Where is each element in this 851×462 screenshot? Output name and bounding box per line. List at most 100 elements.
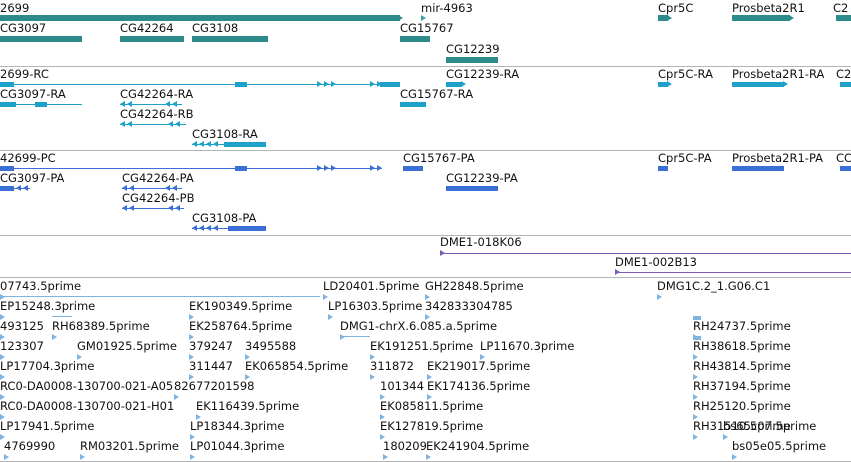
est-feature[interactable]	[425, 314, 430, 320]
est-feature[interactable]	[245, 374, 250, 380]
protein-label[interactable]: 42699-PC	[0, 151, 56, 165]
transcript-exon[interactable]	[120, 121, 125, 127]
est-feature[interactable]	[657, 294, 662, 300]
protein-segment[interactable]	[377, 165, 382, 171]
est-label[interactable]: 3495588	[245, 339, 297, 353]
protein-segment[interactable]	[165, 185, 170, 191]
est-label[interactable]: GM01925.5prime	[77, 339, 177, 353]
est-label[interactable]: 311872	[370, 359, 414, 373]
clone-span[interactable]	[440, 253, 851, 254]
transcript-label[interactable]: CG3108-RA	[192, 127, 258, 141]
protein-segment[interactable]	[213, 225, 218, 231]
transcript-label[interactable]: CG42264-RB	[120, 107, 194, 121]
est-feature[interactable]	[190, 434, 195, 440]
gene-label[interactable]: CG42264	[120, 21, 174, 35]
transcript-strand-arrow[interactable]	[667, 81, 672, 87]
transcript-intron[interactable]	[0, 84, 400, 85]
protein-segment[interactable]	[199, 225, 204, 231]
transcript-label[interactable]: CG15767-RA	[400, 87, 474, 101]
transcript-label[interactable]: CG42264-RA	[120, 87, 194, 101]
protein-segment[interactable]	[16, 185, 21, 191]
transcript-exon[interactable]	[446, 82, 462, 87]
est-label[interactable]: LP11670.3prime	[480, 339, 575, 353]
est-feature[interactable]	[189, 354, 194, 360]
gene-strand-arrow[interactable]	[789, 15, 794, 21]
transcript-exon[interactable]	[840, 82, 851, 87]
gene-strand-arrow[interactable]	[398, 15, 403, 21]
est-feature[interactable]	[189, 314, 194, 320]
gene-label[interactable]: 2699	[0, 1, 30, 15]
est-feature[interactable]	[383, 454, 388, 460]
transcript-exon[interactable]	[317, 81, 322, 87]
transcript-exon[interactable]	[168, 121, 173, 127]
est-feature[interactable]	[0, 374, 5, 380]
protein-label[interactable]: Cpr5C-PA	[658, 151, 712, 165]
protein-label[interactable]: CG12239-PA	[446, 171, 518, 185]
est-feature[interactable]	[732, 454, 737, 460]
est-label[interactable]: EP15248.3prime	[0, 299, 96, 313]
gene-label[interactable]: C2	[833, 1, 849, 15]
est-label[interactable]: EK191251.5prime	[370, 339, 474, 353]
clone-span[interactable]	[615, 272, 851, 273]
est-span[interactable]	[0, 296, 320, 297]
est-feature[interactable]	[0, 294, 5, 300]
est-feature[interactable]	[693, 414, 698, 420]
gene-label[interactable]: mir-4963	[421, 1, 473, 15]
gene-feature[interactable]	[658, 15, 668, 21]
transcript-exon[interactable]	[224, 142, 266, 147]
est-label[interactable]: 4769990	[4, 439, 56, 453]
transcript-label[interactable]: Prosbeta2R1-RA	[732, 67, 825, 81]
protein-segment[interactable]	[228, 226, 266, 231]
est-feature[interactable]	[245, 354, 250, 360]
transcript-exon[interactable]	[213, 141, 218, 147]
protein-segment[interactable]	[317, 165, 322, 171]
transcript-label[interactable]: 2699-RC	[0, 67, 49, 81]
est-label[interactable]: LP18344.3prime	[190, 419, 285, 433]
est-label[interactable]: RH31510.5prime	[693, 419, 791, 433]
clone-label[interactable]: DME1-018K06	[440, 235, 522, 249]
est-label[interactable]: EK190349.5prime	[189, 299, 293, 313]
est-label[interactable]: EK174136.5prime	[427, 379, 531, 393]
transcript-label[interactable]: C2	[836, 67, 851, 81]
clone-label[interactable]: DME1-002B13	[615, 255, 697, 269]
gene-feature[interactable]	[400, 36, 430, 42]
est-feature[interactable]	[380, 394, 385, 400]
protein-segment[interactable]	[0, 186, 14, 191]
transcript-strand-arrow[interactable]	[461, 81, 466, 87]
est-label[interactable]: 123307	[0, 339, 44, 353]
est-label[interactable]: LP17941.5prime	[0, 419, 95, 433]
est-feature[interactable]	[0, 334, 5, 340]
est-feature[interactable]	[693, 374, 698, 380]
est-label[interactable]: GH22848.5prime	[425, 279, 524, 293]
gene-feature[interactable]	[836, 15, 851, 21]
protein-label[interactable]: CG42264-PA	[122, 171, 194, 185]
est-label[interactable]: LP01044.3prime	[190, 439, 285, 453]
est-feature[interactable]	[693, 354, 698, 360]
est-label[interactable]: 493125	[0, 319, 44, 333]
transcript-strand-arrow[interactable]	[783, 81, 788, 87]
transcript-exon[interactable]	[0, 82, 14, 87]
transcript-intron[interactable]	[120, 104, 182, 105]
est-label[interactable]: DMG1C.2_1.G06.C1	[657, 279, 771, 293]
protein-label[interactable]: CG3097-PA	[0, 171, 65, 185]
gene-feature[interactable]	[0, 15, 400, 21]
clone-end[interactable]	[440, 250, 445, 256]
est-feature[interactable]	[189, 374, 194, 380]
transcript-exon[interactable]	[370, 81, 375, 87]
gene-feature[interactable]	[421, 15, 426, 21]
protein-segment[interactable]	[840, 166, 851, 171]
est-feature[interactable]	[190, 454, 195, 460]
est-feature[interactable]	[693, 434, 698, 440]
transcript-label[interactable]: Cpr5C-RA	[658, 67, 713, 81]
est-feature[interactable]	[80, 454, 85, 460]
est-feature[interactable]	[323, 294, 328, 300]
est-label[interactable]: bs65c07.5prime	[723, 419, 817, 433]
gene-label[interactable]: CG15767	[400, 21, 454, 35]
est-label[interactable]: 180209	[383, 439, 427, 453]
protein-label[interactable]: CG15767-PA	[403, 151, 475, 165]
est-label[interactable]: RH68389.5prime	[52, 319, 150, 333]
transcript-exon[interactable]	[377, 81, 382, 87]
est-label[interactable]: 311447	[189, 359, 233, 373]
est-feature[interactable]	[723, 434, 728, 440]
est-feature[interactable]	[0, 434, 5, 440]
